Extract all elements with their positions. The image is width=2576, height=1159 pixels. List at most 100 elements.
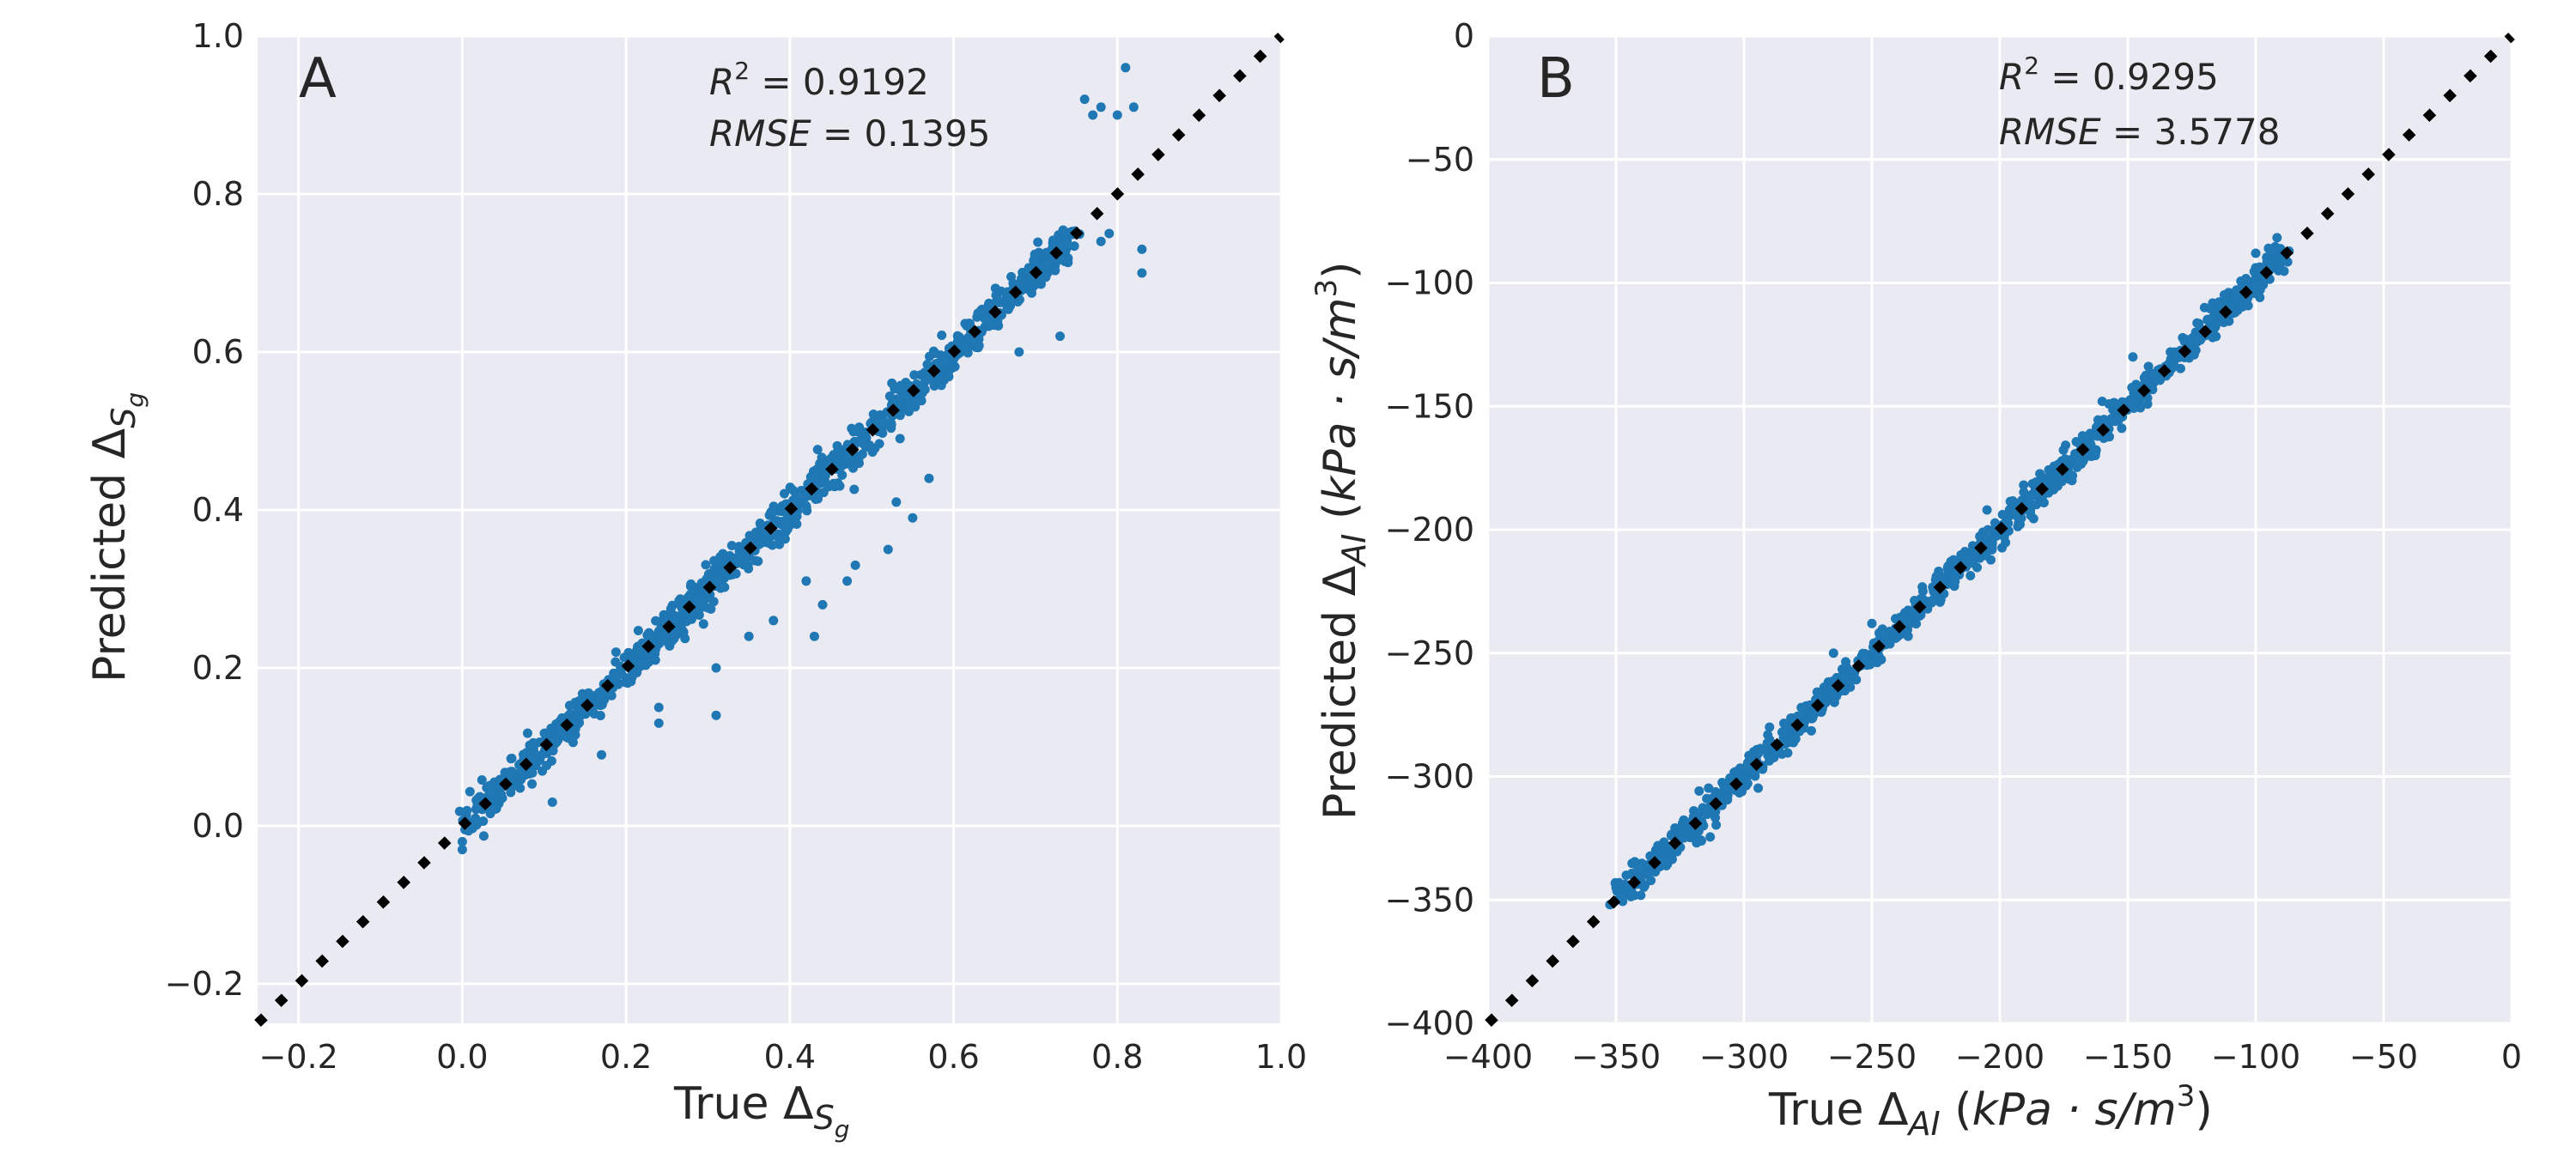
scatter-point-a-1086: [772, 516, 782, 526]
outlier-point-a-21: [769, 616, 779, 626]
scatter-point-a-1015: [1002, 287, 1012, 297]
panel-label-b: B: [1537, 47, 1575, 111]
scatter-point-a-468: [522, 728, 532, 738]
y-tick-label-b-1: −350: [1385, 881, 1474, 919]
scatter-point-a-592: [568, 737, 578, 748]
scatter-point-b-1019: [1744, 750, 1754, 761]
x-tick-label-a-2: 0.2: [600, 1038, 652, 1076]
y-tick-label-b-4: −200: [1385, 511, 1474, 549]
y-tick-label-b-0: −400: [1385, 1004, 1474, 1042]
y-tick-label-a-2: 0.2: [192, 649, 244, 687]
scatter-point-b-1048: [2279, 266, 2289, 276]
scatter-point-b-743: [2255, 292, 2265, 302]
scatter-point-b-1092: [2019, 480, 2029, 490]
scatter-point-a-975: [884, 391, 895, 402]
scatter-point-a-757: [650, 655, 660, 665]
outlier-point-b-1: [1621, 871, 1631, 880]
x-tick-label-b-7: −50: [2349, 1038, 2418, 1076]
y-tick-label-a-0: −0.2: [165, 965, 244, 1003]
scatter-point-a-801: [857, 437, 867, 447]
scatter-point-b-917: [2077, 431, 2087, 441]
scatter-point-b-988: [1698, 803, 1708, 813]
scatter-point-b-1072: [1750, 769, 1760, 780]
scatter-point-a-457: [779, 488, 789, 499]
outlier-point-a-28: [547, 797, 557, 807]
scatter-point-b-1047: [2049, 484, 2059, 495]
scatter-point-b-1064: [2127, 398, 2137, 409]
scatter-point-a-853: [1016, 274, 1026, 284]
scatter-point-b-1030: [1986, 536, 1996, 546]
outlier-point-b-9: [2251, 248, 2261, 258]
outlier-point-a-4: [1121, 63, 1131, 73]
scatter-point-b-973: [1659, 845, 1669, 855]
identity-line-b: [1485, 33, 2515, 1027]
scatter-point-a-932: [686, 579, 696, 589]
scatter-point-a-1091: [1003, 304, 1013, 314]
scatter-point-a-1035: [890, 384, 900, 394]
scatter-point-b-1034: [1910, 596, 1920, 606]
scatter-point-b-899: [1851, 675, 1862, 685]
outlier-point-a-25: [653, 702, 664, 713]
scatter-point-a-1027: [972, 312, 982, 322]
x-tick-label-b-1: −350: [1571, 1038, 1661, 1076]
x-tick-label-a-1: 0.0: [436, 1038, 488, 1076]
scatter-point-a-1089: [634, 648, 644, 658]
y-tick-label-b-2: −300: [1385, 758, 1474, 796]
grid-b: [1486, 34, 2513, 1025]
scatter-point-b-1096: [1689, 806, 1699, 816]
scatter-point-a-1084: [521, 751, 532, 762]
y-tick-label-a-4: 0.6: [192, 333, 244, 371]
outlier-point-a-23: [711, 663, 721, 673]
scatter-point-b-514: [1694, 786, 1704, 796]
scatter-point-a-902: [885, 417, 896, 428]
scatter-point-b-1055: [2074, 455, 2084, 465]
scatter-point-a-1068: [920, 367, 930, 378]
scatter-point-a-373: [478, 831, 489, 841]
scatter-point-b-129: [1806, 725, 1816, 736]
scatter-point-a-1072: [819, 476, 829, 487]
scatter-point-a-753: [497, 793, 507, 804]
scatter-point-b-180: [2272, 233, 2282, 243]
scatter-point-a-1093: [868, 409, 878, 419]
panel-a: −0.2 0.0 0.2 0.4 0.6 0.8 1.0 −0.2 0.0 0.2 0.4 0.6 0…: [84, 17, 1307, 1144]
scatter-point-b-840: [2202, 315, 2213, 325]
scatter-point-b-997: [1685, 833, 1695, 843]
y-tick-label-b-5: −150: [1385, 387, 1474, 425]
scatter-point-a-721: [755, 519, 765, 529]
outlier-point-a-11: [1014, 347, 1024, 357]
x-tick-label-a-4: 0.6: [927, 1038, 979, 1076]
scatter-point-a-946: [807, 471, 817, 482]
scatter-point-a-1029: [993, 316, 1003, 326]
x-tick-label-b-3: −250: [1827, 1038, 1917, 1076]
scatter-point-b-1098: [2046, 476, 2057, 487]
scatter-point-a-1081: [937, 331, 947, 341]
outlier-point-a-15: [883, 544, 893, 555]
x-tick-label-b-0: −400: [1443, 1038, 1533, 1076]
scatter-point-a-891: [696, 592, 707, 603]
x-axis-label-a: True ΔSg: [673, 1078, 849, 1144]
scatter-point-a-1042: [494, 785, 504, 795]
scatter-point-a-1060: [510, 780, 520, 791]
scatter-point-b-852: [1946, 556, 1956, 567]
x-tick-label-a-0: −0.2: [259, 1038, 338, 1076]
outlier-point-a-27: [597, 749, 607, 760]
scatter-point-a-1041: [665, 640, 675, 651]
scatter-point-a-1066: [529, 741, 539, 751]
scatter-point-a-833: [764, 538, 775, 549]
scatter-point-a-152: [753, 556, 763, 567]
scatter-point-a-1036: [897, 385, 908, 396]
scatter-point-b-1027: [1917, 582, 1928, 592]
scatter-point-a-1030: [715, 583, 726, 593]
outlier-point-a-10: [1055, 331, 1066, 342]
identity-line-a: [254, 33, 1285, 1027]
outlier-point-a-18: [817, 599, 828, 610]
scatter-point-b-969: [2030, 478, 2040, 488]
outlier-point-b-7: [2128, 352, 2138, 362]
scatter-point-b-962: [2208, 298, 2218, 308]
scatter-point-a-1050: [918, 383, 928, 393]
scatter-point-a-1082: [669, 634, 679, 644]
scatter-point-b-468: [1763, 730, 1773, 740]
scatter-point-b-1086: [2166, 354, 2176, 364]
outlier-point-a-26: [653, 718, 664, 728]
y-tick-labels-b: −400 −350 −300 −250 −200 −150 −100 −50 0: [1385, 17, 1474, 1042]
